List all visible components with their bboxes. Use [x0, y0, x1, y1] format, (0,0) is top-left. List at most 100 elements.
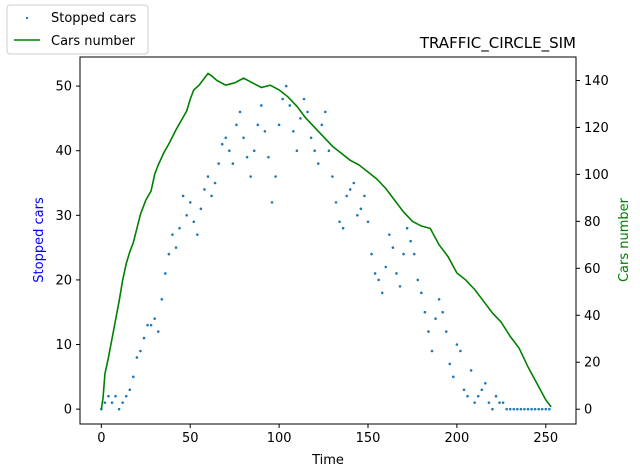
- x-tick-label: 0: [97, 431, 105, 446]
- stopped-cars-point: [377, 278, 380, 282]
- left-y-axis-title: Stopped cars: [32, 197, 47, 283]
- stopped-cars-point: [252, 149, 256, 152]
- stopped-cars-point: [338, 220, 341, 224]
- stopped-cars-point: [388, 233, 391, 236]
- stopped-cars-point: [114, 394, 117, 398]
- legend-label-cars-number: Cars number: [51, 34, 136, 49]
- stopped-cars-point: [203, 188, 206, 191]
- stopped-cars-point: [540, 407, 544, 411]
- stopped-cars-point: [284, 84, 288, 88]
- stopped-cars-point: [181, 194, 185, 198]
- stopped-cars-point: [238, 110, 242, 114]
- right-y-tick-label: 0: [584, 403, 592, 418]
- stopped-cars-point: [480, 388, 484, 392]
- stopped-cars-point: [231, 162, 235, 165]
- stopped-cars-point: [548, 407, 551, 411]
- stopped-cars-point: [103, 401, 107, 404]
- stopped-cars-point: [142, 336, 146, 340]
- left-y-tick-label: 0: [64, 403, 72, 418]
- stopped-cars-point: [348, 188, 352, 191]
- stopped-cars-point: [494, 394, 498, 398]
- stopped-cars-point: [466, 394, 469, 398]
- stopped-cars-point: [196, 233, 199, 236]
- stopped-cars-point: [370, 252, 373, 256]
- stopped-cars-point: [395, 272, 398, 275]
- left-y-axis-ticks: 0 10 20 30 40 50: [55, 80, 80, 418]
- stopped-cars-point: [306, 110, 309, 114]
- stopped-cars-point: [505, 407, 508, 411]
- stopped-cars-point: [256, 123, 260, 127]
- stopped-cars-point: [178, 226, 181, 230]
- stopped-cars-point: [302, 97, 306, 101]
- stopped-cars-point: [501, 401, 505, 404]
- plot-content: [100, 72, 552, 411]
- stopped-cars-point: [523, 407, 526, 411]
- right-y-axis-ticks: 0 20 40 60 80 100 120 140: [576, 74, 609, 418]
- stopped-cars-point: [110, 401, 114, 404]
- stopped-cars-point: [345, 194, 348, 198]
- stopped-cars-point: [213, 181, 217, 185]
- x-tick-label: 50: [182, 431, 199, 446]
- stopped-cars-point: [124, 394, 128, 398]
- stopped-cars-point: [249, 175, 252, 178]
- stopped-cars-point: [174, 246, 178, 249]
- stopped-cars-point: [139, 349, 142, 353]
- stopped-cars-point: [245, 155, 249, 159]
- stopped-cars-point: [206, 175, 210, 178]
- stopped-cars-point: [260, 104, 263, 107]
- stopped-cars-series: [100, 84, 551, 411]
- x-tick-label: 150: [356, 431, 381, 446]
- stopped-cars-point: [220, 142, 224, 146]
- stopped-cars-point: [210, 194, 213, 198]
- stopped-cars-point: [263, 130, 267, 133]
- legend-marker-stopped-cars: [26, 17, 28, 19]
- left-y-tick-label: 10: [55, 338, 72, 353]
- stopped-cars-point: [473, 401, 476, 404]
- stopped-cars-point: [149, 323, 153, 327]
- right-y-tick-label: 120: [584, 121, 609, 136]
- stopped-cars-point: [327, 149, 331, 152]
- stopped-cars-point: [430, 349, 434, 353]
- stopped-cars-point: [516, 407, 519, 411]
- stopped-cars-point: [363, 194, 366, 198]
- x-axis-ticks: 0 50 100 150 200 250: [97, 424, 558, 446]
- left-y-tick-label: 30: [55, 209, 72, 224]
- stopped-cars-point: [437, 298, 441, 301]
- stopped-cars-point: [356, 214, 359, 217]
- stopped-cars-point: [448, 362, 452, 366]
- stopped-cars-point: [242, 136, 245, 140]
- stopped-cars-point: [224, 136, 228, 140]
- stopped-cars-point: [452, 375, 455, 379]
- stopped-cars-point: [281, 97, 284, 101]
- stopped-cars-point: [341, 226, 345, 230]
- x-tick-label: 200: [444, 431, 469, 446]
- stopped-cars-point: [416, 278, 420, 282]
- stopped-cars-point: [491, 407, 494, 411]
- stopped-cars-point: [530, 407, 533, 411]
- stopped-cars-point: [160, 298, 164, 301]
- stopped-cars-point: [228, 149, 231, 152]
- stopped-cars-point: [402, 252, 405, 256]
- left-y-tick-label: 40: [55, 144, 72, 159]
- stopped-cars-point: [462, 388, 466, 392]
- x-tick-label: 250: [533, 431, 558, 446]
- right-y-tick-label: 140: [584, 74, 609, 89]
- stopped-cars-point: [277, 123, 281, 127]
- stopped-cars-point: [128, 388, 132, 392]
- stopped-cars-point: [320, 123, 324, 127]
- stopped-cars-point: [373, 272, 377, 275]
- stopped-cars-point: [167, 252, 171, 256]
- stopped-cars-point: [455, 343, 459, 346]
- stopped-cars-point: [156, 330, 160, 333]
- stopped-cars-point: [409, 239, 412, 243]
- stopped-cars-point: [309, 136, 313, 140]
- stopped-cars-point: [469, 369, 473, 372]
- stopped-cars-point: [235, 123, 238, 127]
- stopped-cars-point: [434, 317, 437, 320]
- stopped-cars-point: [146, 323, 149, 327]
- stopped-cars-point: [107, 394, 110, 398]
- stopped-cars-point: [324, 110, 327, 114]
- stopped-cars-point: [459, 349, 462, 353]
- stopped-cars-point: [288, 104, 292, 107]
